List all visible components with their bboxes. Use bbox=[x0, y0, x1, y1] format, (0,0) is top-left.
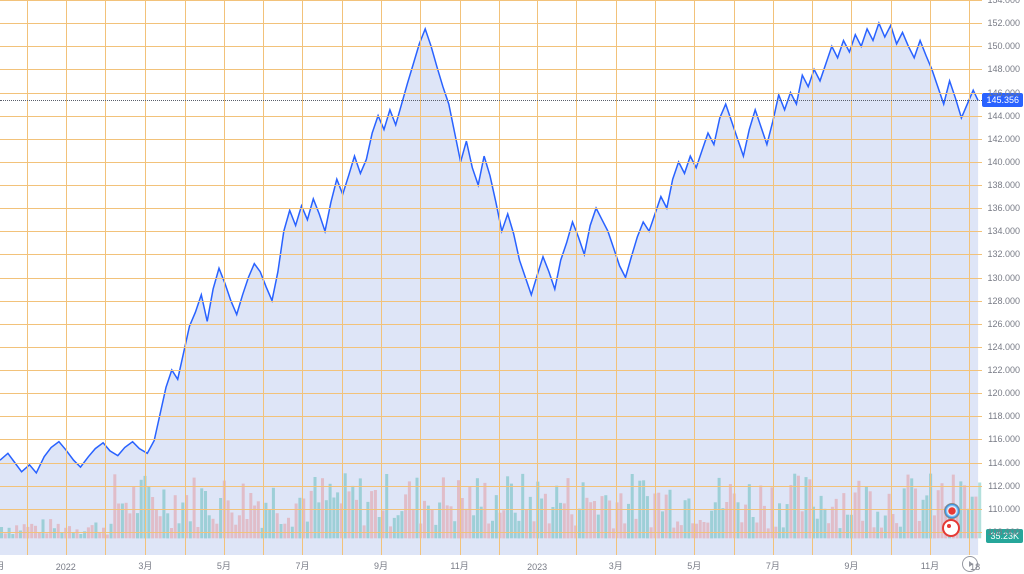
y-axis[interactable]: 145.356 35.23K 154.000152.000150.000148.… bbox=[982, 0, 1024, 555]
y-tick: 136.000 bbox=[987, 203, 1020, 213]
y-tick: 148.000 bbox=[987, 64, 1020, 74]
x-tick: 月 bbox=[0, 559, 5, 572]
x-tick: 7月 bbox=[766, 559, 780, 572]
y-tick: 134.000 bbox=[987, 226, 1020, 236]
x-tick: 5月 bbox=[687, 559, 701, 572]
chart-container: 145.356 35.23K 154.000152.000150.000148.… bbox=[0, 0, 1024, 574]
y-tick: 146.000 bbox=[987, 88, 1020, 98]
y-tick: 138.000 bbox=[987, 180, 1020, 190]
y-tick: 120.000 bbox=[987, 388, 1020, 398]
x-tick: 5月 bbox=[217, 559, 231, 572]
y-tick: 142.000 bbox=[987, 134, 1020, 144]
x-axis[interactable]: 月 2022 3月 5月 7月 9月 11月 2023 3月 5月 7月 9月 11月 18 bbox=[0, 555, 982, 574]
y-tick: 114.000 bbox=[988, 458, 1020, 468]
y-tick: 110.000 bbox=[988, 504, 1020, 514]
y-tick: 132.000 bbox=[987, 249, 1020, 259]
plot-area[interactable] bbox=[0, 0, 982, 555]
y-tick: 128.000 bbox=[987, 296, 1020, 306]
y-tick: 122.000 bbox=[987, 365, 1020, 375]
x-tick: 7月 bbox=[295, 559, 309, 572]
y-tick: 140.000 bbox=[987, 157, 1020, 167]
x-tick: 11月 bbox=[921, 559, 939, 572]
y-tick: 108.000 bbox=[987, 527, 1020, 537]
x-tick: 9月 bbox=[374, 559, 388, 572]
y-tick: 116.000 bbox=[988, 434, 1020, 444]
x-tick: 18 bbox=[970, 562, 980, 572]
y-tick: 144.000 bbox=[987, 111, 1020, 121]
y-tick: 152.000 bbox=[987, 18, 1020, 28]
y-tick: 112.000 bbox=[988, 481, 1020, 491]
y-tick: 150.000 bbox=[987, 41, 1020, 51]
y-tick: 130.000 bbox=[987, 273, 1020, 283]
current-price-line bbox=[0, 100, 982, 101]
y-tick: 118.000 bbox=[988, 411, 1020, 421]
indicator-icon-2[interactable] bbox=[942, 519, 960, 537]
x-tick: 3月 bbox=[138, 559, 152, 572]
x-tick: 9月 bbox=[844, 559, 858, 572]
x-tick: 2022 bbox=[56, 562, 76, 572]
x-tick: 3月 bbox=[609, 559, 623, 572]
y-tick: 126.000 bbox=[987, 319, 1020, 329]
x-tick: 11月 bbox=[450, 559, 468, 572]
area-fill bbox=[0, 23, 978, 555]
y-tick: 124.000 bbox=[987, 342, 1020, 352]
x-tick: 2023 bbox=[527, 562, 547, 572]
indicator-icon-1[interactable] bbox=[944, 503, 960, 519]
y-tick: 154.000 bbox=[987, 0, 1020, 5]
